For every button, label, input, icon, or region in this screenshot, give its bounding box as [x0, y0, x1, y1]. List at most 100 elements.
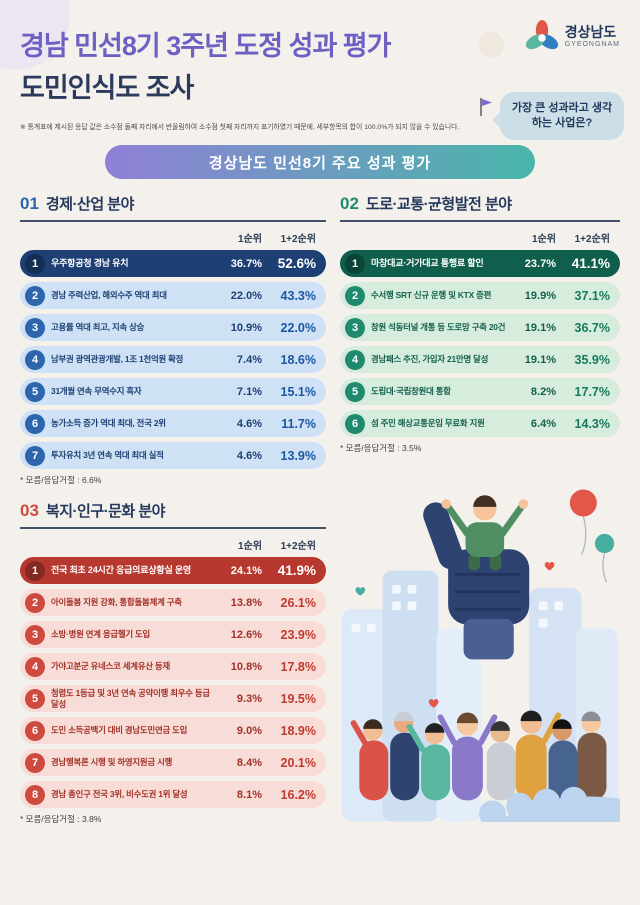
table-row: 5 도립대·국립창원대 통합 8.2% 17.7% [340, 378, 620, 405]
combined-rank-value: 43.3% [280, 288, 316, 303]
combined-rank-value: 22.0% [280, 320, 316, 335]
rank-badge: 5 [345, 381, 365, 402]
col-first-second-rank: 1+2순위 [280, 541, 316, 552]
section-header: 01 경제·산업 분야 [20, 193, 326, 222]
combined-rank-value: 20.1% [280, 755, 316, 770]
item-label: 경남패스 추진, 가입자 21만명 달성 [371, 354, 489, 365]
logo-subtext: GYEONGNAM [564, 40, 620, 48]
first-rank-value: 6.4% [530, 417, 556, 430]
section-title: 복지·인구·문화 분야 [45, 503, 166, 520]
col-first-second-rank: 1+2순위 [574, 234, 610, 245]
question-bubble: 가장 큰 성과라고 생각하는 사업은? [500, 92, 624, 140]
col-first-rank: 1순위 [238, 234, 262, 245]
main-banner: 경상남도 민선8기 주요 성과 평가 [105, 145, 535, 179]
table-row: 2 아이돌봄 지원 강화, 통합돌봄체계 구축 13.8% 26.1% [20, 589, 326, 616]
rank-badge: 1 [25, 560, 45, 581]
balloon-icon [569, 489, 615, 583]
table-row: 4 가야고분군 유네스코 세계유산 등재 10.8% 17.8% [20, 653, 326, 680]
combined-rank-value: 41.9% [277, 563, 316, 578]
item-label: 가야고분군 유네스코 세계유산 등재 [51, 661, 170, 672]
first-rank-value: 19.9% [524, 289, 556, 302]
rank-badge: 6 [25, 720, 45, 741]
table-row: 3 창원 석동터널 개통 등 도로망 구축 20건 19.1% 36.7% [340, 314, 620, 341]
rank-badge: 8 [25, 784, 45, 805]
heart-icon [355, 562, 555, 708]
combined-rank-value: 11.7% [281, 416, 316, 431]
combined-rank-value: 52.6% [277, 256, 316, 271]
table-row: 5 청렴도 1등급 및 3년 연속 공약이행 최우수 등급 달성 9.3% 19.5% [20, 685, 326, 712]
rank-badge: 5 [25, 688, 45, 709]
content-columns: 01 경제·산업 분야 1순위 1+2순위 1 우주항공청 경남 유치 36.7% 5… [0, 179, 640, 905]
item-label: 31개월 연속 무역수지 흑자 [51, 386, 142, 397]
combined-rank-value: 18.6% [280, 352, 316, 367]
item-label: 도립대·국립창원대 통합 [371, 386, 451, 397]
first-rank-value: 7.4% [236, 353, 262, 366]
item-label: 마창대교·거가대교 통행료 할인 [371, 257, 484, 268]
flag-icon [480, 98, 492, 116]
table-row: 7 경남행복론 시행 및 하영지원금 시행 8.4% 20.1% [20, 749, 326, 776]
combined-rank-value: 18.9% [280, 723, 316, 738]
logo-text: 경상남도 [564, 24, 617, 41]
section-footnote: * 모름/응답거절 : 3.8% [20, 814, 102, 824]
decorative-circle [478, 32, 504, 58]
table-row: 1 전국 최초 24시간 응급의료상황실 운영 24.1% 41.9% [20, 557, 326, 584]
col-first-rank: 1순위 [532, 234, 556, 245]
item-label: 청렴도 1등급 및 3년 연속 공약이행 최우수 등급 달성 [51, 688, 210, 709]
cheering-person [441, 495, 529, 571]
combined-rank-value: 16.2% [280, 787, 316, 802]
table-row: 6 도민 소득공백기 대비 경남도민연금 도입 9.0% 18.9% [20, 717, 326, 744]
rank-badge: 3 [25, 624, 45, 645]
rank-badge: 6 [25, 413, 45, 434]
right-column: 02 도로·교통·균형발전 분야 1순위 1+2순위 1 마창대교·거가대교 통행… [340, 193, 640, 905]
item-label: 아이돌봄 지원 강화, 통합돌봄체계 구축 [51, 597, 182, 608]
item-label: 투자유치 3년 연속 역대 최대 실적 [51, 450, 164, 461]
combined-rank-value: 17.7% [574, 384, 610, 399]
column-headers: 1순위 1+2순위 [20, 529, 326, 557]
first-rank-value: 4.6% [236, 417, 262, 430]
combined-rank-value: 15.1% [280, 384, 316, 399]
section-transport: 02 도로·교통·균형발전 분야 1순위 1+2순위 1 마창대교·거가대교 통행… [340, 193, 620, 454]
rank-badge: 4 [25, 349, 45, 370]
table-row: 5 31개월 연속 무역수지 흑자 7.1% 15.1% [20, 378, 326, 405]
ranking-table: 1 마창대교·거가대교 통행료 할인 23.7% 41.1% 2 수서행 SRT 신규 운… [340, 250, 620, 437]
rank-badge: 4 [345, 349, 365, 370]
rank-badge: 1 [25, 253, 45, 274]
statistics-note: ※ 통계표에 제시된 응답 값은 소수점 둘째 자리에서 반올림하여 소수점 첫… [20, 124, 460, 131]
combined-rank-value: 26.1% [280, 595, 316, 610]
rank-badge: 3 [25, 317, 45, 338]
section-economy: 01 경제·산업 분야 1순위 1+2순위 1 우주항공청 경남 유치 36.7% 5… [20, 193, 326, 486]
table-row: 4 경남패스 추진, 가입자 21만명 달성 19.1% 35.9% [340, 346, 620, 373]
col-first-rank: 1순위 [238, 541, 262, 552]
first-rank-value: 4.6% [236, 449, 262, 462]
crowd [350, 710, 607, 801]
item-label: 경남행복론 시행 및 하영지원금 시행 [51, 757, 173, 768]
rank-badge: 1 [345, 253, 365, 274]
rank-badge: 7 [25, 752, 45, 773]
item-label: 전국 최초 24시간 응급의료상황실 운영 [51, 564, 192, 575]
ranking-table: 1 전국 최초 24시간 응급의료상황실 운영 24.1% 41.9% 2 아이돌봄 지원… [20, 557, 326, 808]
thumbs-up-icon [423, 502, 530, 660]
first-rank-value: 13.8% [230, 596, 262, 609]
combined-rank-value: 35.9% [574, 352, 610, 367]
page-title-line1: 경남 민선8기 3주년 도정 성과 평가 [20, 31, 391, 61]
table-row: 2 수서행 SRT 신규 운행 및 KTX 증편 19.9% 37.1% [340, 282, 620, 309]
section-header: 02 도로·교통·균형발전 분야 [340, 193, 620, 222]
col-first-second-rank: 1+2순위 [280, 234, 316, 245]
first-rank-value: 22.0% [230, 289, 262, 302]
table-row: 6 섬 주민 해상교통운임 무료화 지원 6.4% 14.3% [340, 410, 620, 437]
rank-badge: 3 [345, 317, 365, 338]
celebration-illustration [341, 489, 640, 905]
item-label: 남부권 광역관광개발, 1조 1천억원 확정 [51, 354, 184, 365]
combined-rank-value: 19.5% [280, 691, 316, 706]
item-label: 도민 소득공백기 대비 경남도민연금 도입 [51, 725, 188, 736]
section-footnote: * 모름/응답거절 : 3.5% [340, 443, 422, 453]
first-rank-value: 9.3% [236, 692, 262, 705]
section-title: 도로·교통·균형발전 분야 [365, 196, 512, 213]
first-rank-value: 9.0% [236, 724, 262, 737]
first-rank-value: 36.7% [230, 257, 262, 270]
combined-rank-value: 41.1% [571, 256, 610, 271]
rank-badge: 2 [25, 285, 45, 306]
first-rank-value: 8.4% [236, 756, 262, 769]
first-rank-value: 7.1% [236, 385, 262, 398]
rank-badge: 7 [25, 445, 45, 466]
